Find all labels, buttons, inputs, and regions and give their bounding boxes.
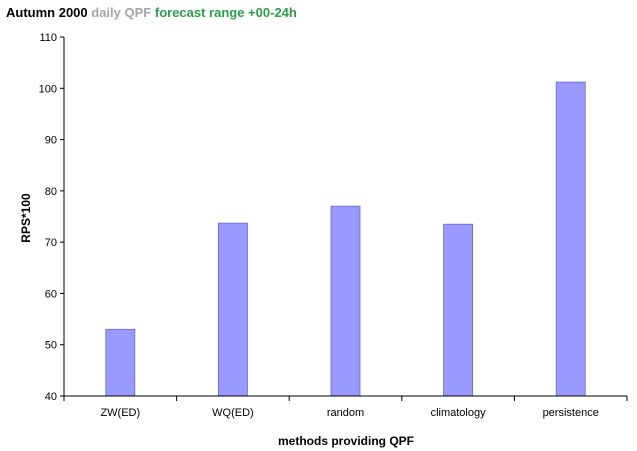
- chart-title: Autumn 2000 daily QPF forecast range +00…: [6, 5, 297, 20]
- y-tick-label: 90: [45, 135, 57, 147]
- title-season: Autumn 2000: [6, 5, 88, 20]
- x-axis-title: methods providing QPF: [278, 434, 414, 448]
- bar-random: [330, 205, 361, 397]
- y-tick-label: 50: [45, 340, 57, 352]
- y-tick-label: 100: [39, 83, 57, 95]
- y-ticks-group: 40 50 60 70 80 90 100 110: [39, 32, 64, 403]
- title-range: forecast range +00-24h: [154, 5, 297, 20]
- y-axis-title: RPS*100: [19, 193, 33, 243]
- bar-zw-ed: [105, 328, 136, 397]
- y-tick-label: 60: [45, 288, 57, 300]
- x-tick-label: persistence: [543, 407, 599, 419]
- x-tick-label: climatology: [431, 407, 487, 419]
- bars-group: [105, 81, 586, 397]
- y-tick-label: 40: [45, 391, 57, 403]
- y-tick-label: 80: [45, 186, 57, 198]
- y-tick-label: 110: [39, 32, 57, 44]
- x-tick-label: random: [327, 407, 364, 419]
- title-product: daily QPF: [91, 5, 152, 20]
- axes-group: [63, 37, 627, 397]
- bar-wq-ed: [217, 222, 248, 397]
- x-ticks-group: ZW(ED) WQ(ED) random climatology persistence: [63, 396, 628, 419]
- y-tick-label: 70: [45, 237, 57, 249]
- x-tick-label: WQ(ED): [212, 407, 254, 419]
- bar-persistence: [555, 81, 586, 397]
- x-tick-label: ZW(ED): [100, 407, 140, 419]
- bar-climatology: [443, 223, 474, 397]
